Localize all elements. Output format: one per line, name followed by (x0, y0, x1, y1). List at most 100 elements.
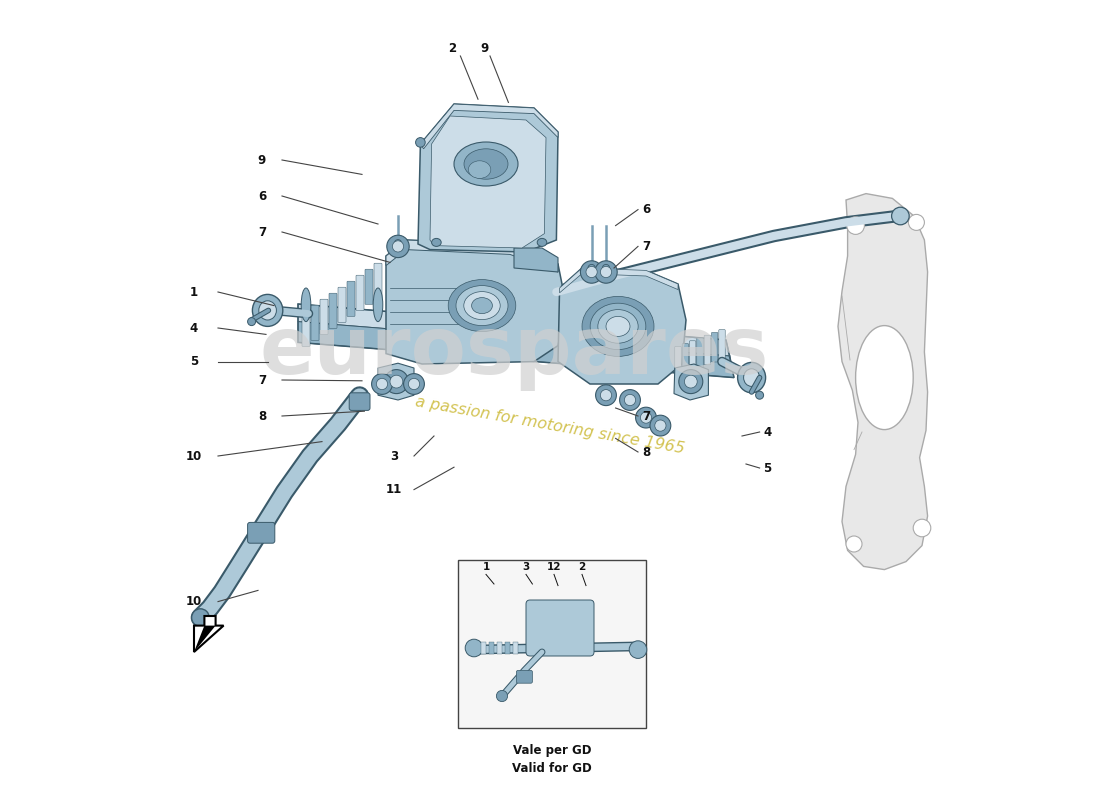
Polygon shape (674, 364, 708, 400)
Ellipse shape (537, 238, 547, 246)
Text: 4: 4 (763, 426, 772, 438)
Ellipse shape (595, 261, 617, 283)
Polygon shape (386, 240, 558, 272)
Text: eurospares: eurospares (260, 313, 769, 391)
Ellipse shape (431, 238, 441, 246)
Text: 5: 5 (190, 355, 198, 368)
Ellipse shape (387, 235, 409, 258)
Polygon shape (514, 248, 558, 272)
Text: 10: 10 (186, 450, 202, 462)
Ellipse shape (679, 370, 703, 394)
Polygon shape (386, 240, 566, 364)
Ellipse shape (301, 288, 311, 322)
Ellipse shape (636, 407, 657, 428)
Ellipse shape (472, 298, 493, 314)
Text: 6: 6 (257, 190, 266, 202)
Ellipse shape (448, 280, 516, 331)
FancyBboxPatch shape (374, 263, 382, 298)
Ellipse shape (191, 609, 209, 626)
FancyBboxPatch shape (365, 269, 373, 304)
Ellipse shape (654, 420, 666, 431)
FancyBboxPatch shape (526, 600, 594, 656)
FancyBboxPatch shape (302, 311, 310, 346)
Ellipse shape (597, 310, 638, 343)
Text: 6: 6 (642, 203, 650, 216)
Ellipse shape (393, 241, 404, 252)
Polygon shape (420, 104, 558, 149)
FancyBboxPatch shape (248, 522, 275, 543)
Ellipse shape (606, 317, 630, 336)
Ellipse shape (601, 266, 612, 278)
Ellipse shape (454, 142, 518, 186)
Polygon shape (430, 116, 546, 248)
Polygon shape (838, 194, 927, 570)
Ellipse shape (909, 214, 924, 230)
Bar (490, 642, 494, 654)
Polygon shape (298, 304, 730, 356)
Text: 10: 10 (186, 595, 202, 608)
Text: 3: 3 (389, 450, 398, 462)
Ellipse shape (847, 217, 865, 234)
Ellipse shape (629, 641, 647, 658)
Ellipse shape (390, 375, 403, 388)
FancyBboxPatch shape (338, 287, 346, 322)
Ellipse shape (465, 639, 483, 657)
FancyBboxPatch shape (682, 343, 689, 373)
Text: 1: 1 (190, 286, 198, 298)
Text: 2: 2 (579, 562, 585, 572)
FancyBboxPatch shape (718, 330, 725, 359)
Text: 9: 9 (481, 42, 488, 54)
Text: 5: 5 (763, 462, 772, 474)
Ellipse shape (684, 375, 697, 388)
Bar (505, 642, 510, 654)
Ellipse shape (744, 369, 760, 386)
Bar (497, 642, 502, 654)
Text: Valid for GD: Valid for GD (513, 762, 592, 774)
Ellipse shape (416, 138, 426, 147)
FancyBboxPatch shape (320, 299, 328, 334)
Bar (458, 560, 646, 728)
Ellipse shape (384, 370, 408, 394)
Ellipse shape (856, 326, 913, 430)
Bar (514, 642, 518, 654)
Ellipse shape (404, 374, 425, 394)
Text: 12: 12 (547, 562, 561, 572)
Ellipse shape (650, 415, 671, 436)
Ellipse shape (603, 264, 609, 272)
FancyBboxPatch shape (329, 293, 337, 328)
Ellipse shape (738, 362, 766, 393)
FancyBboxPatch shape (712, 332, 718, 362)
Ellipse shape (581, 261, 603, 283)
Ellipse shape (258, 301, 276, 320)
Ellipse shape (625, 394, 636, 406)
Polygon shape (194, 626, 216, 652)
Ellipse shape (756, 391, 763, 399)
Polygon shape (378, 363, 414, 400)
Ellipse shape (464, 292, 500, 319)
Ellipse shape (252, 294, 283, 326)
Text: 7: 7 (257, 226, 266, 238)
FancyBboxPatch shape (311, 306, 319, 341)
Text: 9: 9 (257, 154, 266, 166)
Polygon shape (298, 322, 734, 378)
Ellipse shape (640, 412, 651, 423)
FancyBboxPatch shape (516, 670, 532, 683)
FancyBboxPatch shape (349, 393, 370, 410)
Ellipse shape (496, 690, 507, 702)
Text: 11: 11 (386, 483, 403, 496)
Ellipse shape (372, 374, 393, 394)
Ellipse shape (376, 378, 387, 390)
FancyBboxPatch shape (690, 341, 696, 370)
Ellipse shape (464, 149, 508, 179)
FancyBboxPatch shape (674, 346, 681, 376)
Text: Vale per GD: Vale per GD (513, 744, 592, 757)
Text: 8: 8 (257, 410, 266, 422)
Polygon shape (418, 104, 558, 252)
Ellipse shape (395, 240, 402, 247)
Polygon shape (558, 268, 686, 384)
Text: 3: 3 (522, 562, 529, 572)
Ellipse shape (619, 390, 640, 410)
Ellipse shape (892, 207, 910, 225)
Ellipse shape (373, 288, 383, 322)
Ellipse shape (582, 297, 654, 357)
